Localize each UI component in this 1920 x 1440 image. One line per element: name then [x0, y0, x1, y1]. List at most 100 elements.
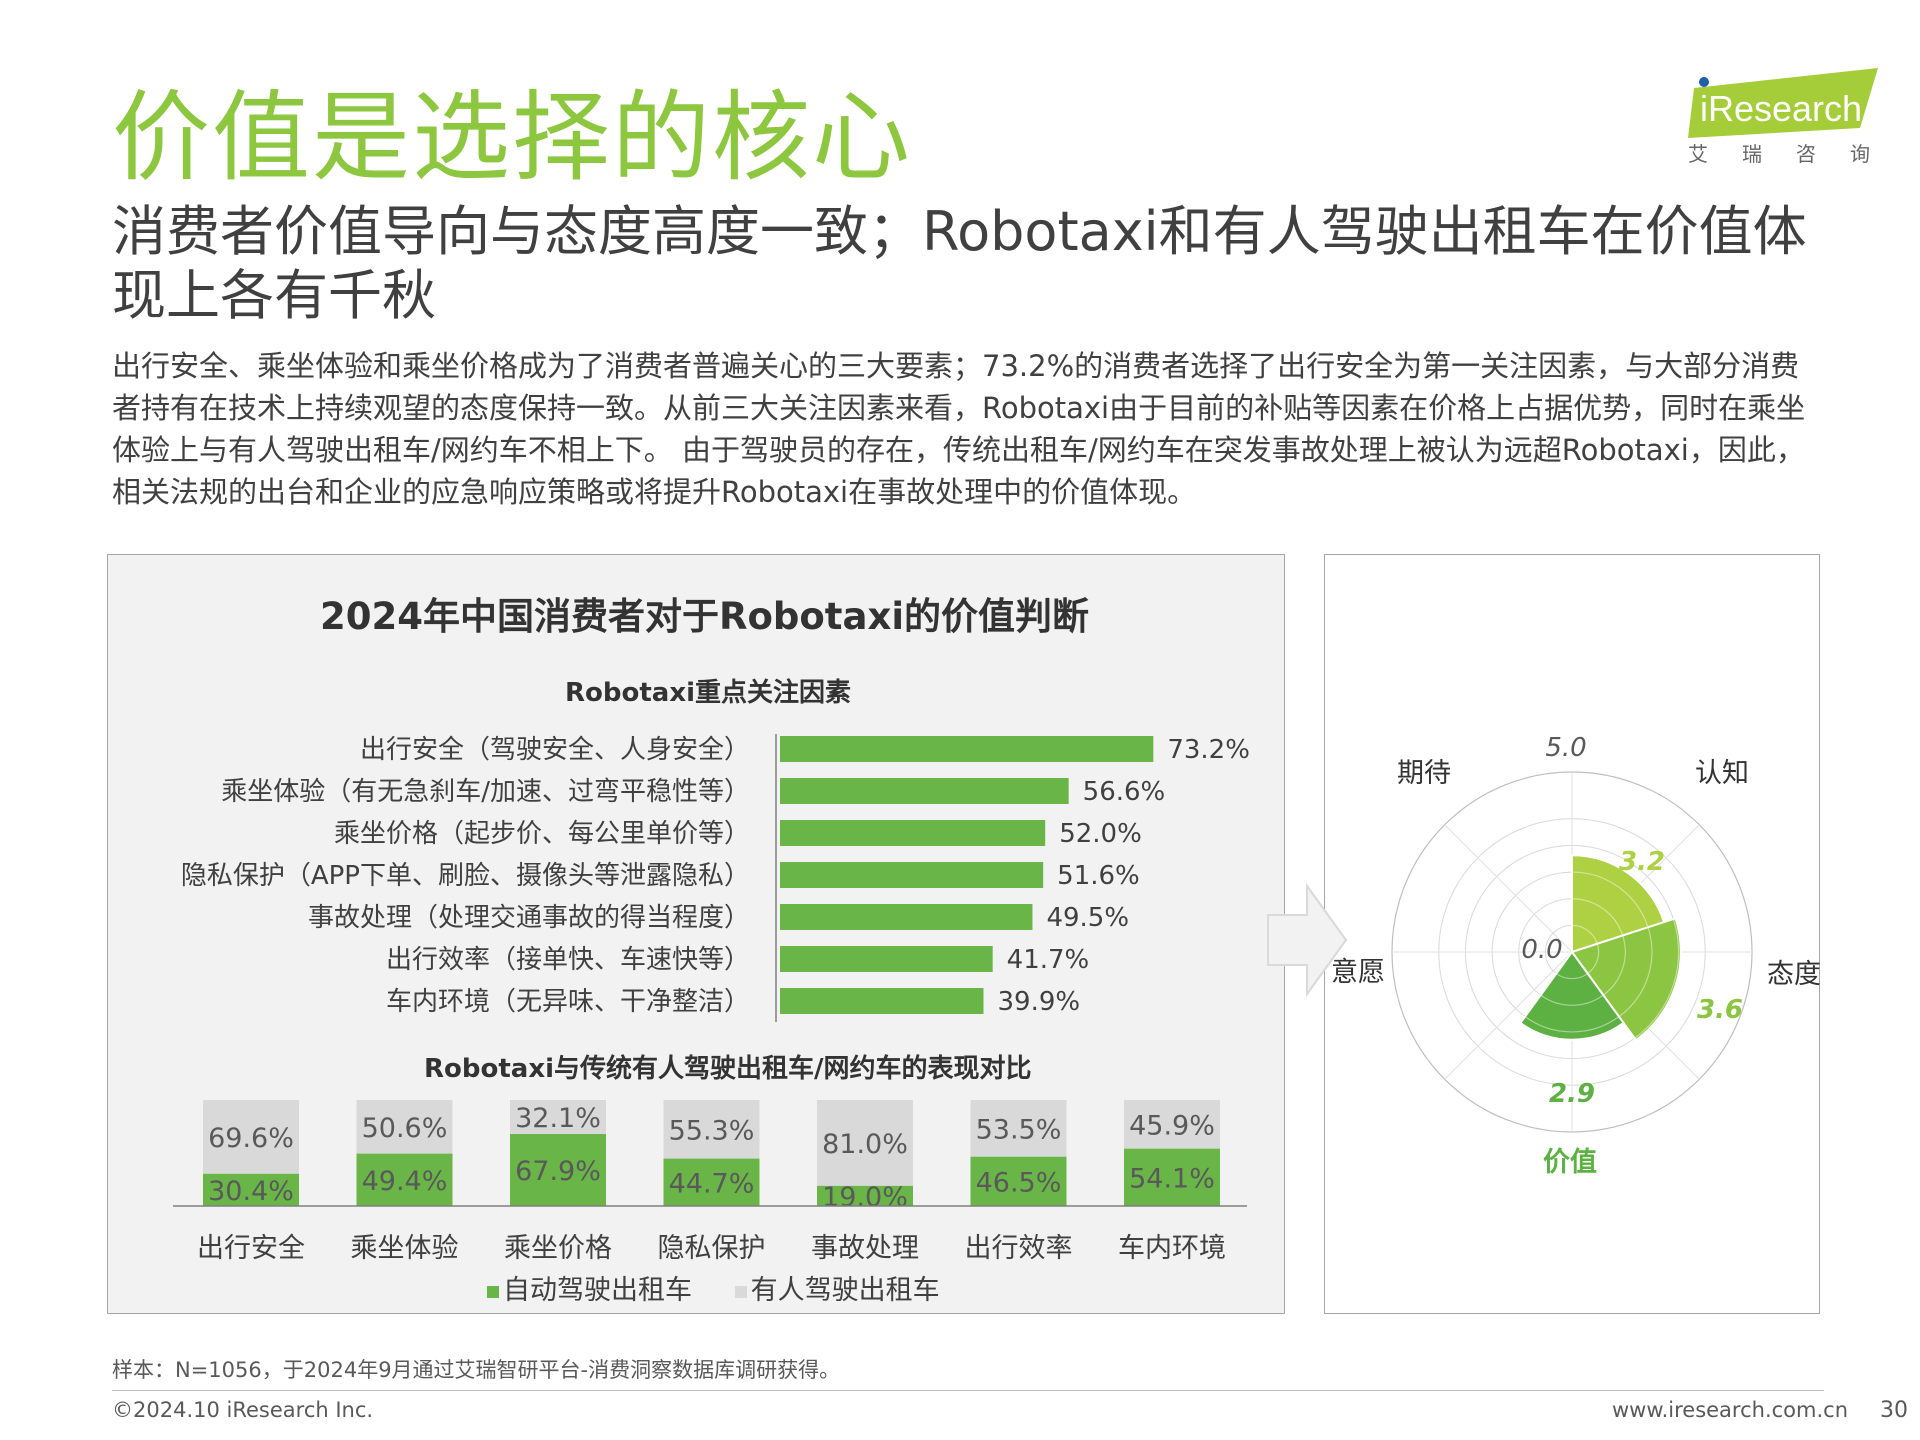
stack-human-mark	[356, 1100, 453, 1154]
logo-subtitle: 艾瑞咨询	[1688, 142, 1904, 166]
iresearch-logo: iResearch	[1688, 68, 1878, 138]
bar-chart-subtitle: Robotaxi重点关注因素	[565, 678, 852, 708]
radar-axis-label: 意愿	[1331, 957, 1385, 988]
comparison-stacked-chart: 30.4% 69.6% 出行安全 49.4% 50.6% 乘坐体验 67.9% 32.1% 乘坐…	[173, 1100, 1247, 1264]
stack-auto-mark	[970, 1156, 1067, 1206]
stack-human-label: 32.1%	[515, 1103, 601, 1134]
stack-human-label: 55.3%	[669, 1115, 755, 1146]
radar-wedge-ring	[1571, 924, 1598, 944]
radar-wedge-mark	[1571, 854, 1666, 954]
stack-category-label: 出行效率	[965, 1233, 1073, 1264]
legend-item-autonomous: 自动驾驶出租车	[487, 1275, 692, 1306]
radar-axis-label: 态度	[1767, 959, 1820, 990]
radar-wedge-ring	[1602, 935, 1626, 996]
focus-factor-bar-chart: 出行安全（驾驶安全、人身安全） 73.2% 乘坐体验（有无急刹车/加速、过弯平稳性等…	[181, 734, 1250, 1022]
bar-mark	[780, 946, 993, 972]
stack-auto-label: 19.0%	[822, 1182, 908, 1213]
bar-category-label: 事故处理（处理交通事故的得当程度）	[308, 903, 750, 933]
stack-auto-label: 30.4%	[208, 1176, 294, 1207]
footnote: 样本：N=1056，于2024年9月通过艾瑞智研平台-消费洞察数据库调研获得。	[112, 1358, 841, 1382]
bar-value-label: 39.9%	[997, 987, 1080, 1017]
right-arrow-icon	[1267, 882, 1348, 998]
website-link[interactable]: www.iresearch.com.cn	[1612, 1398, 1849, 1422]
bar-value-label: 49.5%	[1046, 903, 1129, 933]
bar-value-label: 56.6%	[1083, 777, 1166, 807]
bar-category-label: 隐私保护（APP下单、刷脸、摄像头等泄露隐私）	[181, 861, 750, 891]
radar-wedge-ring	[1540, 994, 1604, 1006]
stack-auto-label: 44.7%	[669, 1168, 755, 1199]
bar-mark	[780, 904, 1033, 930]
stack-human-label: 53.5%	[976, 1114, 1062, 1145]
bar-category-label: 出行安全（驾驶安全、人身安全）	[360, 735, 750, 765]
stack-auto-mark	[817, 1185, 913, 1206]
radar-grid-spoke	[1444, 824, 1573, 953]
page-number: 30	[1880, 1398, 1908, 1423]
radar-wedge-mark	[1570, 917, 1682, 1042]
chart-legend: 自动驾驶出租车 有人驾驶出租车	[487, 1268, 974, 1307]
stack-category-label: 乘坐体验	[351, 1233, 459, 1264]
stack-auto-mark	[1124, 1148, 1220, 1206]
radar-max-label: 5.0	[1545, 733, 1586, 763]
bar-value-label: 52.0%	[1059, 819, 1142, 849]
radar-value-label: 3.2	[1619, 847, 1665, 877]
radar-wedge-ring	[1634, 918, 1680, 1039]
stack-auto-label: 54.1%	[1129, 1163, 1215, 1194]
comparison-chart-subtitle: Robotaxi与传统有人驾驶出租车/网约车的表现对比	[424, 1054, 1032, 1084]
bar-category-label: 乘坐价格（起步价、每公里单价等）	[334, 819, 750, 849]
bar-category-label: 乘坐体验（有无急刹车/加速、过弯平稳性等）	[221, 777, 750, 807]
radar-highlight-label: 价值	[1543, 1147, 1597, 1178]
page-title: 价值是选择的核心	[112, 81, 913, 195]
logo-text: iResearch	[1700, 88, 1862, 129]
stack-human-label: 50.6%	[362, 1113, 448, 1144]
stack-auto-mark	[356, 1153, 453, 1206]
radar-value-label: 3.6	[1697, 995, 1743, 1025]
stack-human-label: 45.9%	[1129, 1110, 1215, 1141]
stack-human-mark	[203, 1100, 299, 1174]
bar-mark	[780, 988, 984, 1014]
radar-value-label: 2.9	[1549, 1079, 1595, 1109]
bar-value-label: 51.6%	[1057, 861, 1140, 891]
bar-mark	[780, 778, 1069, 804]
bar-mark	[780, 862, 1044, 888]
bar-mark	[780, 736, 1154, 762]
stack-human-label: 81.0%	[822, 1129, 908, 1160]
radar-wedge-mark	[1519, 950, 1625, 1041]
stack-human-label: 69.6%	[208, 1123, 294, 1154]
radar-wedge-ring	[1524, 1016, 1620, 1033]
page-subtitle: 消费者价值导向与态度高度一致；Robotaxi和有人驾驶出租车在价值体现上各有千…	[112, 200, 1807, 327]
radar-wedge-ring	[1555, 973, 1589, 980]
stack-auto-label: 49.4%	[362, 1166, 448, 1197]
stack-human-mark	[663, 1100, 760, 1159]
stack-category-label: 事故处理	[811, 1233, 919, 1264]
bar-category-label: 车内环境（无异味、干净整洁）	[386, 987, 750, 1017]
stack-category-label: 出行安全	[197, 1233, 305, 1264]
bar-value-label: 73.2%	[1167, 735, 1250, 765]
radar-min-label: 0.0	[1521, 935, 1562, 965]
radar-axis-label: 期待	[1397, 758, 1451, 789]
stack-category-label: 车内环境	[1118, 1233, 1226, 1264]
stack-category-label: 乘坐价格	[504, 1233, 612, 1264]
footer-divider	[112, 1390, 1824, 1391]
radar-wedge-ring	[1587, 943, 1600, 975]
stack-auto-mark	[203, 1173, 299, 1206]
stack-human-mark	[970, 1100, 1067, 1157]
bar-category-label: 出行效率（接单快、车速快等）	[386, 945, 750, 975]
stack-human-mark	[510, 1100, 606, 1135]
radar-axis-label: 认知	[1695, 758, 1749, 789]
copyright: ©2024.10 iResearch Inc.	[112, 1398, 374, 1422]
stack-auto-mark	[663, 1158, 760, 1206]
radar-wedge-ring	[1571, 871, 1649, 928]
legend-swatch-green	[487, 1285, 499, 1298]
radar-grid-spoke	[1444, 951, 1573, 1080]
stack-human-mark	[1124, 1100, 1220, 1149]
legend-item-human: 有人驾驶出租车	[734, 1275, 940, 1306]
stack-auto-mark	[510, 1134, 606, 1206]
stack-auto-label: 46.5%	[976, 1167, 1062, 1198]
bar-value-label: 41.7%	[1007, 945, 1090, 975]
radar-wedge-ring	[1571, 898, 1624, 936]
stack-category-label: 隐私保护	[658, 1233, 766, 1264]
stack-auto-label: 67.9%	[515, 1156, 601, 1187]
stack-human-mark	[817, 1100, 913, 1186]
radar-wedge-ring	[1618, 927, 1653, 1018]
